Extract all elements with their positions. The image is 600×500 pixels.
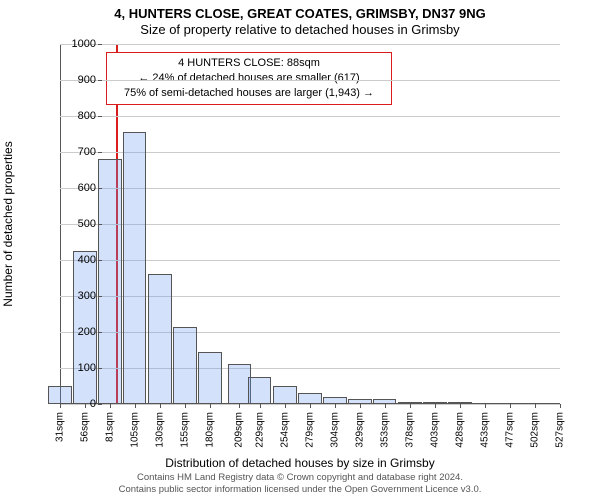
x-tick-label: 378sqm bbox=[404, 412, 415, 448]
y-tick-label: 1000 bbox=[72, 38, 96, 50]
x-tick-label: 502sqm bbox=[529, 412, 540, 448]
annotation-line-1: 4 HUNTERS CLOSE: 88sqm bbox=[113, 56, 385, 71]
x-tick bbox=[135, 404, 136, 408]
x-tick bbox=[210, 404, 211, 408]
histogram-bar bbox=[123, 132, 147, 404]
chart-subtitle: Size of property relative to detached ho… bbox=[0, 22, 600, 37]
histogram-bar bbox=[298, 393, 322, 404]
histogram-bar bbox=[173, 327, 197, 404]
y-tick-label: 800 bbox=[78, 110, 96, 122]
x-tick-label: 304sqm bbox=[330, 412, 341, 448]
x-tick bbox=[435, 404, 436, 408]
annotation-line-3: 75% of semi-detached houses are larger (… bbox=[113, 86, 385, 101]
gridline bbox=[60, 80, 560, 81]
x-tick bbox=[385, 404, 386, 408]
y-tick-label: 700 bbox=[78, 146, 96, 158]
x-tick bbox=[310, 404, 311, 408]
histogram-bar bbox=[423, 402, 447, 404]
y-axis-label: Number of detached properties bbox=[1, 141, 15, 306]
x-tick bbox=[460, 404, 461, 408]
x-tick-label: 279sqm bbox=[305, 412, 316, 448]
histogram-bar bbox=[448, 402, 472, 404]
y-tick-label: 400 bbox=[78, 254, 96, 266]
y-tick-label: 100 bbox=[78, 362, 96, 374]
x-tick-label: 353sqm bbox=[379, 412, 390, 448]
histogram-bar bbox=[323, 397, 347, 404]
x-tick-label: 56sqm bbox=[80, 412, 91, 442]
x-tick bbox=[60, 404, 61, 408]
credits-line-2: Contains public sector information licen… bbox=[0, 484, 600, 496]
x-tick-label: 31sqm bbox=[55, 412, 66, 442]
credits: Contains HM Land Registry data © Crown c… bbox=[0, 472, 600, 496]
y-tick-label: 500 bbox=[78, 218, 96, 230]
gridline bbox=[60, 44, 560, 45]
x-tick-label: 105sqm bbox=[129, 412, 140, 448]
histogram-bar bbox=[398, 402, 422, 404]
x-tick-label: 254sqm bbox=[279, 412, 290, 448]
x-tick bbox=[335, 404, 336, 408]
x-tick-label: 329sqm bbox=[355, 412, 366, 448]
annotation-line-2: ← 24% of detached houses are smaller (61… bbox=[113, 71, 385, 86]
x-tick-label: 477sqm bbox=[504, 412, 515, 448]
credits-line-1: Contains HM Land Registry data © Crown c… bbox=[0, 472, 600, 484]
x-tick-label: 81sqm bbox=[105, 412, 116, 442]
y-tick-label: 200 bbox=[78, 326, 96, 338]
x-tick-label: 527sqm bbox=[555, 412, 566, 448]
x-tick bbox=[239, 404, 240, 408]
x-tick-label: 155sqm bbox=[180, 412, 191, 448]
y-tick-label: 300 bbox=[78, 290, 96, 302]
x-tick-label: 209sqm bbox=[234, 412, 245, 448]
histogram-bar bbox=[148, 274, 172, 404]
histogram-bar bbox=[98, 159, 122, 404]
gridline bbox=[60, 116, 560, 117]
x-tick-label: 130sqm bbox=[154, 412, 165, 448]
y-tick-label: 900 bbox=[78, 74, 96, 86]
x-tick bbox=[360, 404, 361, 408]
x-tick bbox=[560, 404, 561, 408]
histogram-bar bbox=[348, 399, 372, 404]
histogram-bar bbox=[248, 377, 272, 404]
x-tick bbox=[185, 404, 186, 408]
x-tick-label: 428sqm bbox=[455, 412, 466, 448]
x-tick bbox=[485, 404, 486, 408]
x-tick-label: 453sqm bbox=[480, 412, 491, 448]
y-tick-label: 0 bbox=[90, 398, 96, 410]
x-tick-label: 229sqm bbox=[254, 412, 265, 448]
chart-plot-area: 4 HUNTERS CLOSE: 88sqm ← 24% of detached… bbox=[60, 44, 560, 404]
histogram-bar bbox=[273, 386, 297, 404]
x-tick bbox=[160, 404, 161, 408]
x-tick-label: 180sqm bbox=[205, 412, 216, 448]
x-tick bbox=[285, 404, 286, 408]
annotation-box: 4 HUNTERS CLOSE: 88sqm ← 24% of detached… bbox=[106, 52, 392, 105]
x-tick bbox=[110, 404, 111, 408]
histogram-bar bbox=[48, 386, 72, 404]
x-tick bbox=[510, 404, 511, 408]
x-tick bbox=[535, 404, 536, 408]
histogram-bar bbox=[373, 399, 397, 404]
x-tick bbox=[410, 404, 411, 408]
histogram-bar bbox=[198, 352, 222, 404]
x-tick-label: 403sqm bbox=[430, 412, 441, 448]
x-tick bbox=[260, 404, 261, 408]
chart-title-address: 4, HUNTERS CLOSE, GREAT COATES, GRIMSBY,… bbox=[0, 6, 600, 21]
y-tick-label: 600 bbox=[78, 182, 96, 194]
x-tick bbox=[85, 404, 86, 408]
x-axis-label: Distribution of detached houses by size … bbox=[0, 456, 600, 470]
